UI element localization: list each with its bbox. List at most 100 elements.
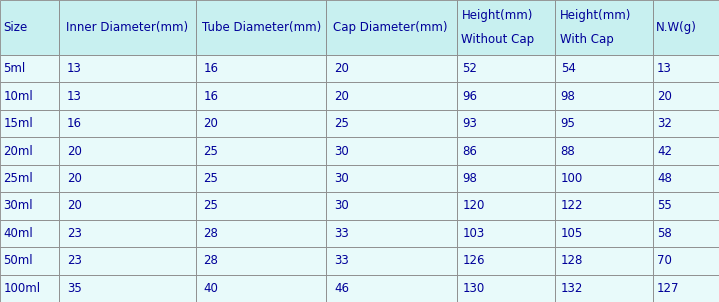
Text: 23: 23 [67, 254, 82, 267]
Text: 54: 54 [561, 62, 575, 75]
Text: 40: 40 [203, 282, 219, 295]
Bar [0, 220, 59, 247]
Text: 20: 20 [334, 90, 349, 103]
Text: 20ml: 20ml [4, 144, 33, 158]
Bar [59, 55, 196, 82]
Bar [196, 275, 326, 302]
Bar [457, 137, 555, 165]
Text: 132: 132 [561, 282, 583, 295]
Text: 16: 16 [203, 62, 219, 75]
Text: 98: 98 [462, 172, 477, 185]
Bar [653, 82, 719, 110]
Text: 13: 13 [657, 62, 672, 75]
Bar [0, 165, 59, 192]
Text: 30: 30 [334, 144, 349, 158]
Text: 10ml: 10ml [4, 90, 33, 103]
Text: 58: 58 [657, 227, 672, 240]
Bar [326, 55, 457, 82]
Bar [457, 220, 555, 247]
Bar [59, 220, 196, 247]
Bar [0, 247, 59, 275]
Bar [0, 137, 59, 165]
Bar [0, 55, 59, 82]
Text: 50ml: 50ml [4, 254, 33, 267]
Text: 95: 95 [561, 117, 575, 130]
Bar [326, 137, 457, 165]
Text: Tube Diameter(mm): Tube Diameter(mm) [202, 21, 321, 34]
Text: 25: 25 [203, 172, 219, 185]
Bar [59, 137, 196, 165]
Text: 46: 46 [334, 282, 349, 295]
Bar [196, 192, 326, 220]
Bar [196, 0, 326, 55]
Text: 30: 30 [334, 172, 349, 185]
Bar [59, 165, 196, 192]
Bar [555, 137, 653, 165]
Bar [59, 275, 196, 302]
Text: 128: 128 [561, 254, 583, 267]
Text: 96: 96 [462, 90, 477, 103]
Text: 40ml: 40ml [4, 227, 33, 240]
Text: 100: 100 [561, 172, 583, 185]
Text: 20: 20 [657, 90, 672, 103]
Text: 16: 16 [203, 90, 219, 103]
Text: 48: 48 [657, 172, 672, 185]
Bar [555, 165, 653, 192]
Text: 42: 42 [657, 144, 672, 158]
Bar [555, 82, 653, 110]
Bar [326, 275, 457, 302]
Bar [555, 110, 653, 137]
Text: 13: 13 [67, 62, 82, 75]
Text: 28: 28 [203, 254, 219, 267]
Text: 33: 33 [334, 254, 349, 267]
Bar [555, 192, 653, 220]
Text: 25: 25 [334, 117, 349, 130]
Text: 30: 30 [334, 199, 349, 212]
Text: Without Cap: Without Cap [462, 33, 534, 46]
Text: N.W(g): N.W(g) [656, 21, 697, 34]
Text: Height(mm): Height(mm) [462, 9, 533, 22]
Bar [326, 247, 457, 275]
Bar [555, 220, 653, 247]
Bar [326, 110, 457, 137]
Text: 93: 93 [462, 117, 477, 130]
Text: Size: Size [3, 21, 27, 34]
Bar [326, 82, 457, 110]
Bar [653, 275, 719, 302]
Bar [555, 0, 653, 55]
Bar [196, 137, 326, 165]
Text: 35: 35 [67, 282, 82, 295]
Text: 25: 25 [203, 144, 219, 158]
Bar [555, 55, 653, 82]
Text: 20: 20 [67, 172, 82, 185]
Bar [653, 247, 719, 275]
Text: 23: 23 [67, 227, 82, 240]
Bar [59, 110, 196, 137]
Bar [196, 247, 326, 275]
Bar [196, 55, 326, 82]
Text: 126: 126 [462, 254, 485, 267]
Bar [653, 220, 719, 247]
Bar [59, 82, 196, 110]
Bar [0, 0, 59, 55]
Text: 98: 98 [561, 90, 575, 103]
Bar [0, 110, 59, 137]
Text: 52: 52 [462, 62, 477, 75]
Bar [555, 275, 653, 302]
Text: 25ml: 25ml [4, 172, 33, 185]
Text: 16: 16 [67, 117, 82, 130]
Text: 130: 130 [462, 282, 485, 295]
Text: Inner Diameter(mm): Inner Diameter(mm) [65, 21, 188, 34]
Text: 103: 103 [462, 227, 485, 240]
Bar [196, 110, 326, 137]
Text: 13: 13 [67, 90, 82, 103]
Bar [0, 275, 59, 302]
Text: 30ml: 30ml [4, 199, 33, 212]
Text: 20: 20 [334, 62, 349, 75]
Bar [457, 0, 555, 55]
Text: Height(mm): Height(mm) [559, 9, 631, 22]
Bar [653, 165, 719, 192]
Text: 120: 120 [462, 199, 485, 212]
Text: 5ml: 5ml [4, 62, 26, 75]
Bar [326, 220, 457, 247]
